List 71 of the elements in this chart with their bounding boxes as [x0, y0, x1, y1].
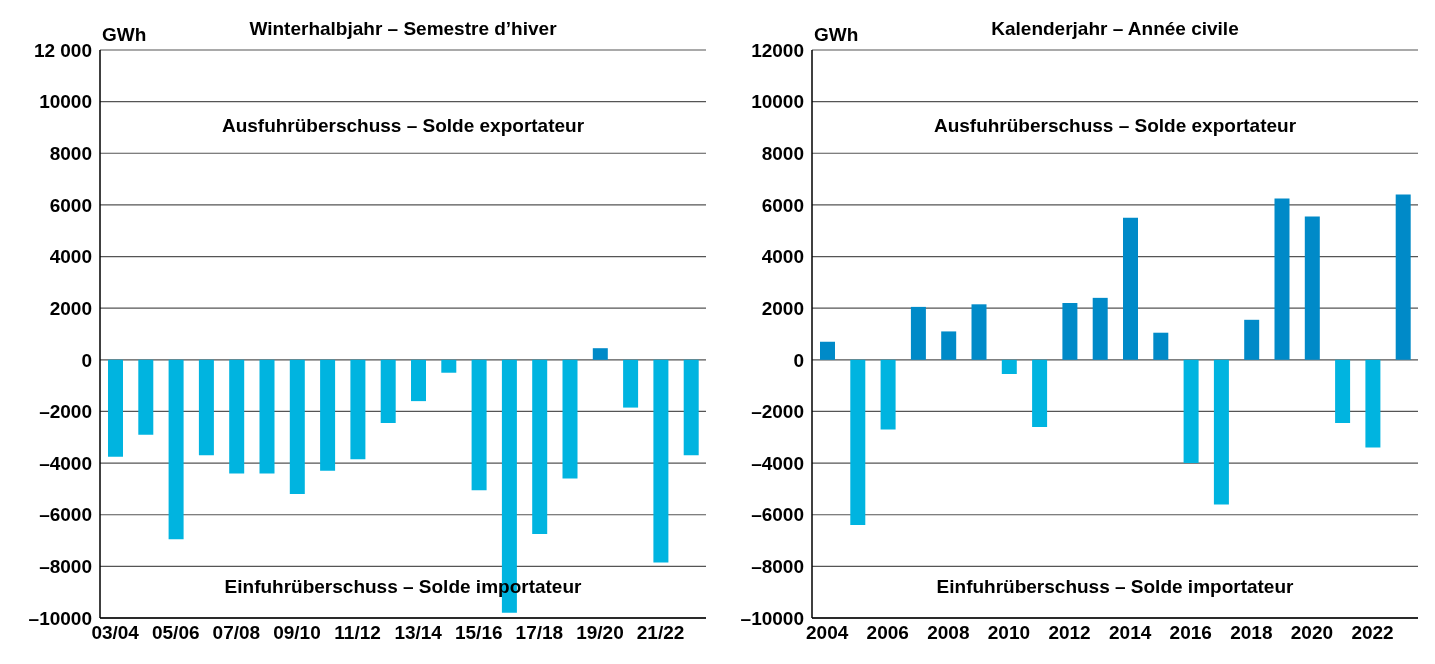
bar	[1123, 217, 1138, 360]
annotation: Ausfuhrüberschuss – Solde exportateur	[220, 115, 586, 137]
chart-title: Winterhalbjahr – Semestre d’hiver	[249, 18, 557, 39]
y-tick-label: 0	[793, 349, 804, 371]
y-tick-label: –6000	[39, 504, 92, 526]
bar	[1304, 216, 1320, 360]
x-tick-label: 2016	[1169, 622, 1212, 644]
y-tick-label: –2000	[39, 401, 92, 423]
bar	[1153, 332, 1169, 360]
x-tick-label: 03/04	[91, 622, 140, 644]
y-tick-label: 10000	[751, 91, 804, 113]
chart-title: Kalenderjahr – Année civile	[991, 18, 1239, 39]
bar	[1274, 198, 1290, 360]
x-tick-label: 15/16	[454, 622, 503, 644]
bar	[1213, 359, 1229, 505]
y-tick-label: 4000	[761, 246, 804, 268]
y-tick-label: 8000	[761, 143, 804, 165]
y-tick-label: 12 000	[33, 39, 92, 61]
y-tick-label: 10000	[39, 91, 92, 113]
x-tick-label: 2008	[927, 622, 970, 644]
x-tick-label: 2020	[1290, 622, 1334, 644]
y-tick-label: 12000	[751, 39, 804, 61]
bar	[1365, 359, 1381, 448]
y-tick-label: –4000	[39, 452, 92, 474]
y-tick-label: 8000	[49, 143, 92, 165]
y-axis-title: GWh	[102, 24, 147, 46]
x-tick-label: 2022	[1351, 622, 1394, 644]
annotation: Ausfuhrüberschuss – Solde exportateur	[932, 115, 1298, 137]
bar	[820, 341, 835, 360]
bar	[1062, 303, 1078, 360]
y-tick-label: –4000	[751, 452, 804, 474]
bar	[850, 359, 866, 526]
y-tick-label: –8000	[39, 556, 92, 578]
x-tick-label: 17/18	[515, 622, 564, 644]
x-tick-label: 2004	[806, 622, 849, 644]
y-tick-label: 2000	[49, 297, 92, 319]
x-tick-label: 07/08	[212, 622, 261, 644]
bar	[1244, 319, 1260, 360]
x-tick-label: 11/12	[334, 622, 381, 644]
bar	[1183, 359, 1199, 464]
bar	[1395, 194, 1411, 360]
x-tick-label: 13/14	[394, 622, 443, 644]
x-tick-label: 2018	[1230, 622, 1273, 644]
annotation: Einfuhrüberschuss – Solde importateur	[935, 576, 1295, 598]
x-tick-label: 2014	[1109, 622, 1152, 644]
y-tick-label: 6000	[761, 194, 804, 216]
y-tick-label: –8000	[751, 556, 804, 578]
bar	[1092, 297, 1108, 360]
x-tick-label: 05/06	[151, 622, 200, 644]
x-tick-label: 09/10	[273, 622, 321, 644]
y-tick-label: –2000	[751, 401, 804, 423]
bar	[1001, 359, 1017, 375]
bar	[1335, 359, 1351, 424]
y-tick-label: 4000	[49, 246, 92, 268]
x-tick-label: 2010	[987, 622, 1031, 644]
bar	[941, 331, 957, 360]
bar	[971, 304, 987, 360]
x-tick-label: 19/20	[576, 622, 624, 644]
y-tick-label: –10000	[28, 607, 92, 629]
y-tick-label: –10000	[740, 607, 804, 629]
bar	[910, 306, 926, 360]
y-tick-label: 6000	[49, 194, 92, 216]
y-tick-label: –6000	[751, 504, 804, 526]
x-tick-label: 2006	[866, 622, 909, 644]
x-tick-label: 2012	[1048, 622, 1091, 644]
y-tick-label: 0	[81, 349, 92, 371]
x-tick-label: 21/22	[636, 622, 685, 644]
y-axis-title: GWh	[814, 24, 859, 46]
y-tick-label: 2000	[761, 297, 804, 319]
bar	[1032, 359, 1048, 427]
bar	[880, 359, 896, 430]
